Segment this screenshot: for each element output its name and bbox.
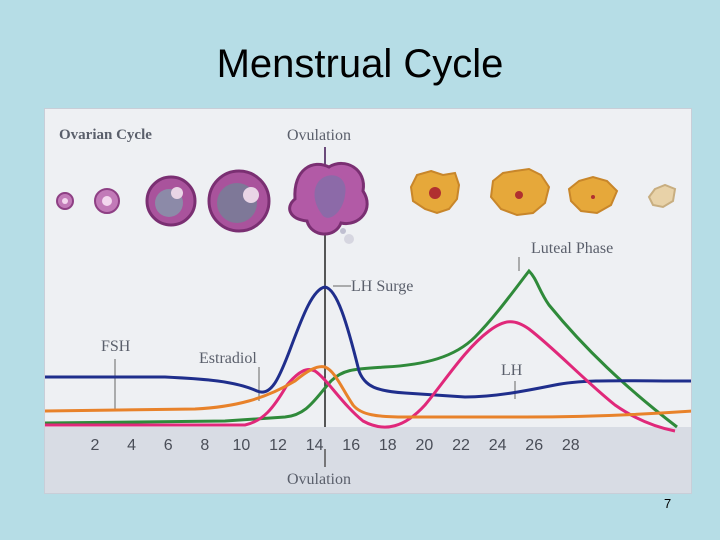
corpus-luteum-stage-3 xyxy=(567,175,619,215)
estradiol-curve xyxy=(45,365,691,419)
day-tick-label: 20 xyxy=(416,437,434,454)
luteal-phase-label: Luteal Phase xyxy=(531,240,613,257)
follicle-stage-2 xyxy=(94,188,120,214)
day-tick-label: 28 xyxy=(562,437,580,454)
follicle-stage-1 xyxy=(56,192,74,210)
progesterone-curve xyxy=(45,268,678,429)
follicle-stage-3 xyxy=(145,175,197,227)
day-tick-label: 22 xyxy=(452,437,470,454)
day-tick-label: 8 xyxy=(200,437,209,454)
fsh-label: FSH xyxy=(101,338,131,355)
ovulation-bottom-label: Ovulation xyxy=(287,471,351,488)
day-tick-label: 12 xyxy=(269,437,287,454)
fsh-curve xyxy=(45,285,691,399)
follicle-stage-4 xyxy=(207,169,271,233)
estradiol-label: Estradiol xyxy=(199,350,257,367)
ovulation-top-label: Ovulation xyxy=(287,127,351,144)
day-axis-band xyxy=(45,427,691,493)
menstrual-cycle-figure: Ovarian Cycle Ovulation Luteal Phase LH … xyxy=(44,108,692,494)
day-tick-label: 16 xyxy=(342,437,360,454)
day-tick-label: 18 xyxy=(379,437,397,454)
lh-curve xyxy=(45,320,676,433)
lh-surge-label: LH Surge xyxy=(351,278,413,295)
day-tick-label: 14 xyxy=(306,437,324,454)
day-tick-label: 2 xyxy=(91,437,100,454)
day-tick-label: 6 xyxy=(164,437,173,454)
slide-title: Menstrual Cycle xyxy=(216,42,504,86)
corpus-albicans xyxy=(647,183,677,209)
corpus-luteum-stage-1 xyxy=(409,169,461,215)
lh-label: LH xyxy=(501,362,523,379)
day-tick-label: 24 xyxy=(489,437,507,454)
follicle-rupturing xyxy=(288,161,369,244)
corpus-luteum-stage-2 xyxy=(489,167,551,217)
day-tick-label: 26 xyxy=(525,437,543,454)
day-tick-label: 10 xyxy=(233,437,251,454)
cycle-diagram-svg: Ovarian Cycle Ovulation Luteal Phase LH … xyxy=(45,127,691,493)
day-axis: 2 4 6 8 10 12 14 16 18 20 22 24 26 28 xyxy=(91,437,580,454)
slide-number: 7 xyxy=(664,496,672,511)
ovarian-cycle-label: Ovarian Cycle xyxy=(59,127,152,143)
day-tick-label: 4 xyxy=(127,437,136,454)
